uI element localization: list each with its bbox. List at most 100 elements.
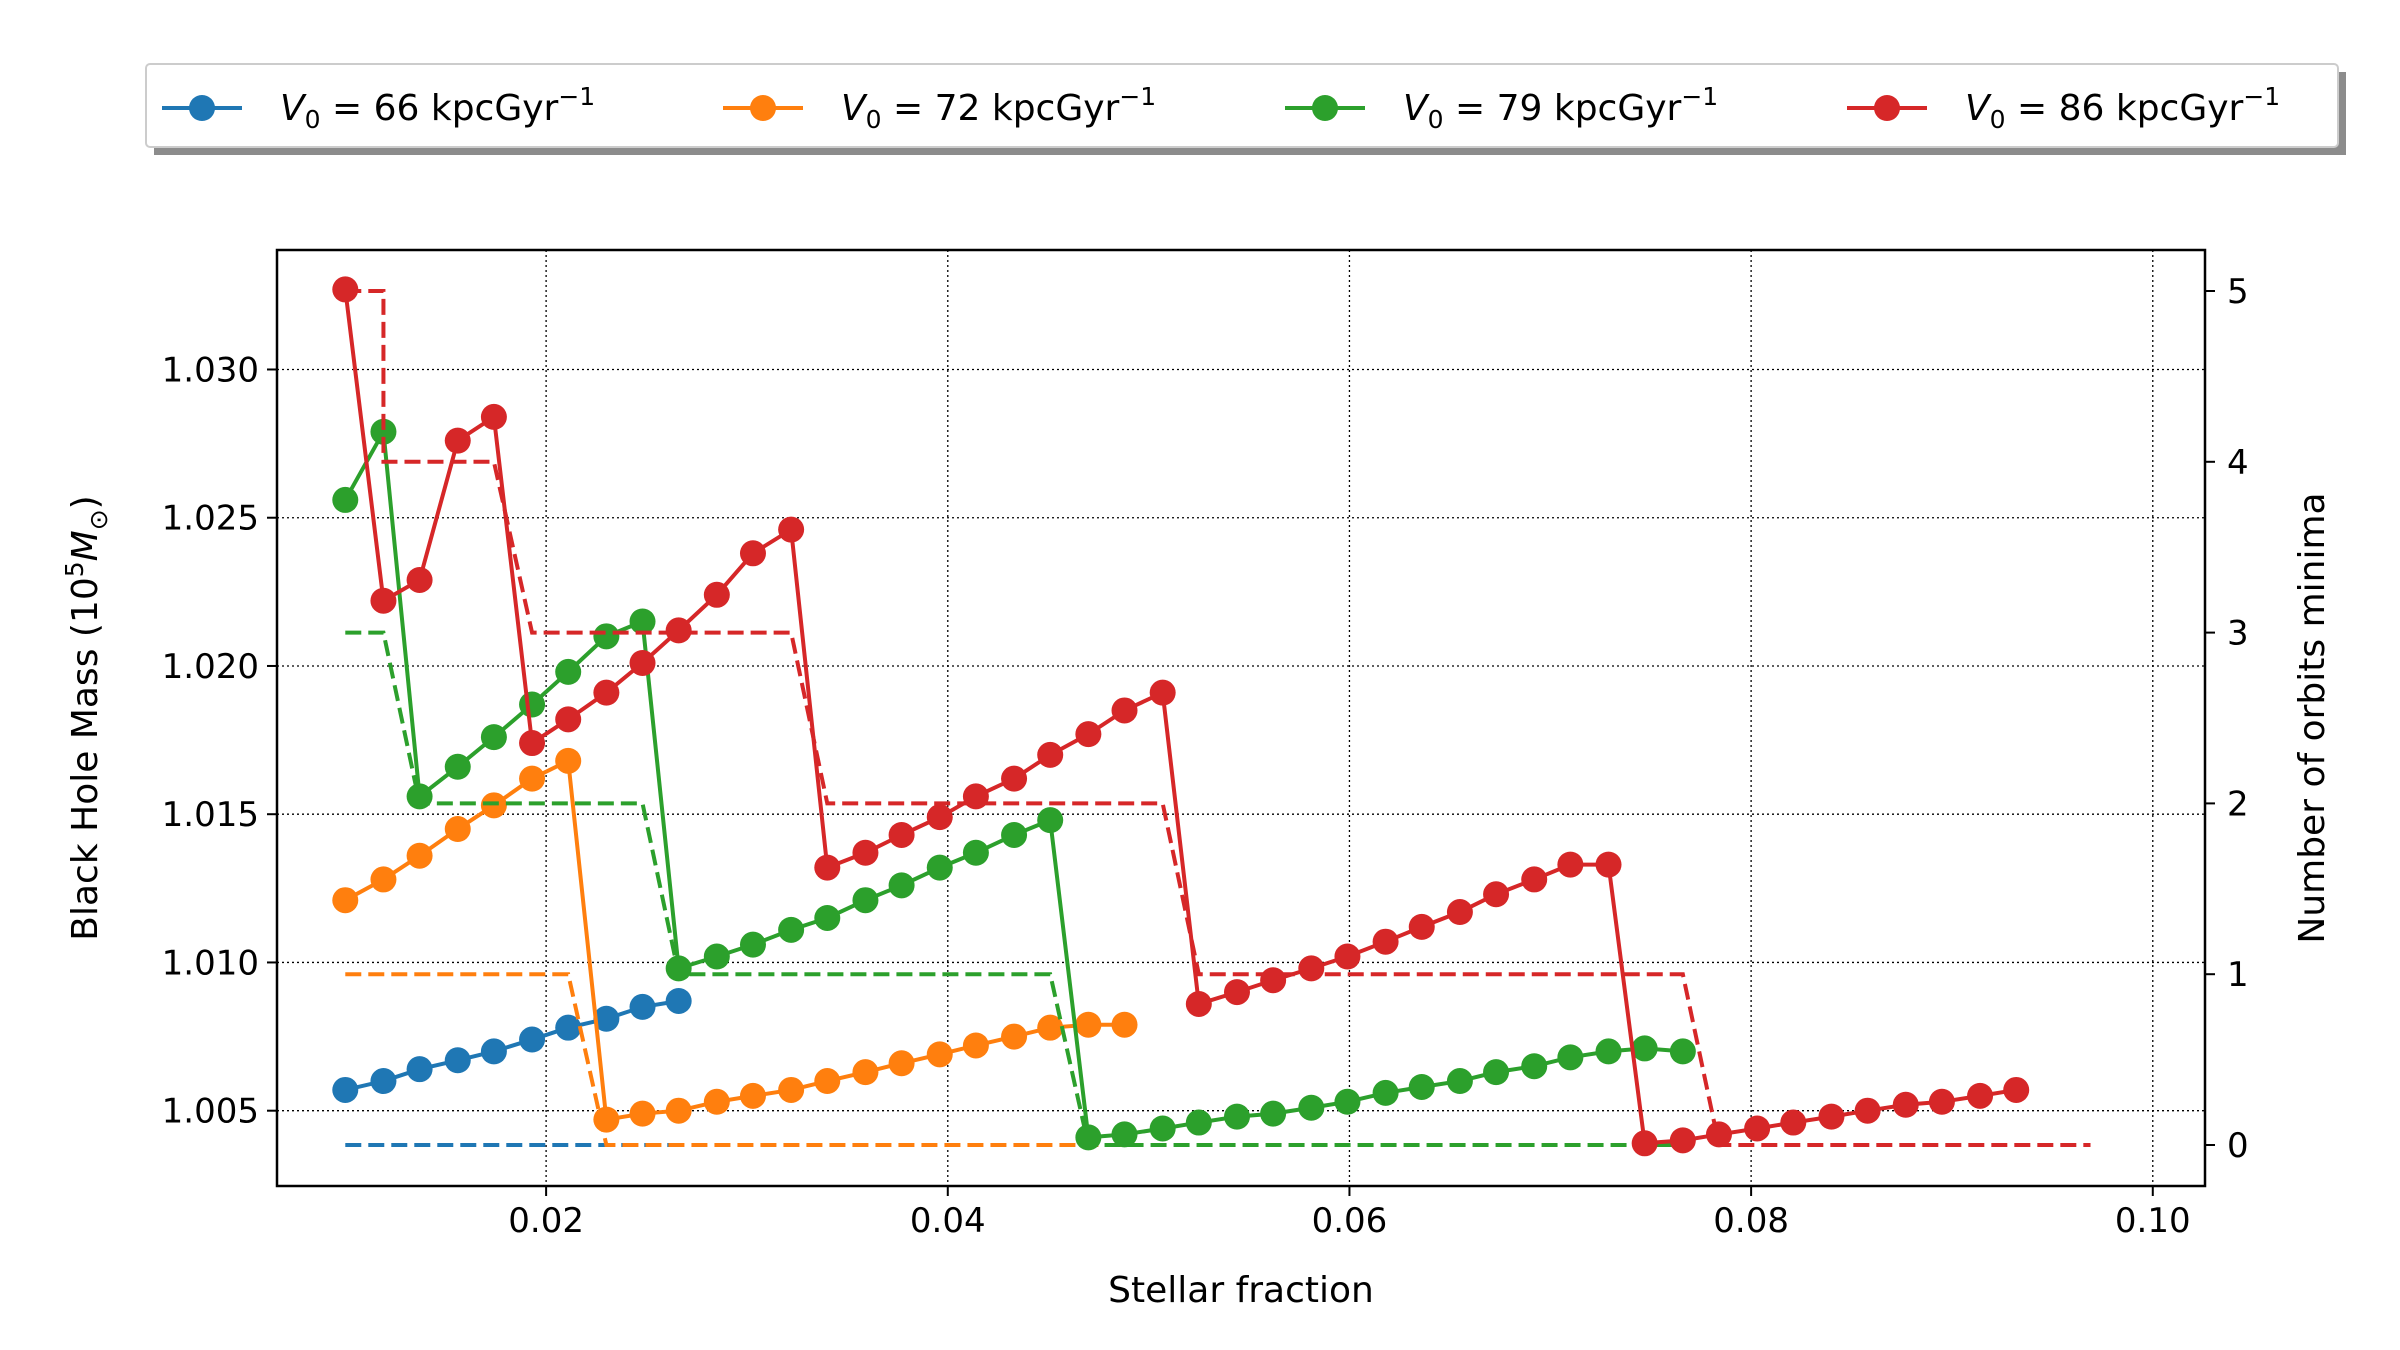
mass-point: [1149, 1115, 1176, 1142]
mass-point: [332, 276, 359, 303]
mass-point: [739, 931, 766, 958]
mass-point: [370, 587, 397, 614]
mass-point: [1001, 821, 1028, 848]
mass-point: [665, 955, 692, 982]
mass-point: [665, 987, 692, 1014]
legend-label: V0 = 66 kpcGyr−1: [280, 82, 595, 134]
mass-point: [1408, 1073, 1435, 1100]
mass-point: [1037, 1014, 1064, 1041]
mass-point: [555, 658, 582, 685]
mass-point: [665, 1097, 692, 1124]
mass-point: [593, 679, 620, 706]
y2-tick-label: 0: [2227, 1126, 2249, 1166]
mass-point: [665, 617, 692, 644]
mass-point: [555, 1014, 582, 1041]
mass-point: [888, 872, 915, 899]
mass-point: [1744, 1115, 1771, 1142]
mass-point: [1298, 1094, 1325, 1121]
mass-point: [778, 1076, 805, 1103]
mass-point: [1557, 1044, 1584, 1071]
legend-marker: [750, 95, 776, 121]
y2-tick-label: 5: [2227, 272, 2249, 312]
mass-point: [519, 730, 546, 757]
mass-point: [480, 1038, 507, 1065]
mass-point: [1260, 967, 1287, 994]
mass-line: [344, 999, 679, 1092]
mass-point: [370, 1068, 397, 1095]
mass-point: [629, 650, 656, 677]
x-tick-label: 0.02: [508, 1201, 584, 1241]
mass-point: [593, 623, 620, 650]
mass-point: [814, 1068, 841, 1095]
mass-point: [926, 804, 953, 831]
mass-point: [332, 486, 359, 513]
mass-point: [926, 1041, 953, 1068]
mass-point: [888, 1050, 915, 1077]
mass-point: [926, 854, 953, 881]
mass-point: [778, 916, 805, 943]
mass-point: [555, 747, 582, 774]
x-axis-label: Stellar fraction: [1108, 1270, 1374, 1311]
mass-point: [593, 1106, 620, 1133]
mass-point: [1001, 765, 1028, 792]
series-3: [332, 0, 2091, 1157]
mass-point: [370, 418, 397, 445]
mass-point: [962, 839, 989, 866]
x-tick-label: 0.10: [2115, 1201, 2191, 1241]
y2-tick-label: 3: [2227, 614, 2249, 654]
series-0: [332, 987, 692, 1148]
mass-point: [406, 842, 433, 869]
mass-point: [1631, 1130, 1658, 1157]
mass-point: [332, 887, 359, 914]
mass-point: [1111, 1121, 1138, 1148]
mass-point: [444, 1047, 471, 1074]
mass-point: [1111, 697, 1138, 724]
mass-point: [1223, 1103, 1250, 1130]
mass-point: [1185, 990, 1212, 1017]
mass-point: [1854, 1097, 1881, 1124]
mass-point: [739, 1082, 766, 1109]
mass-point: [406, 566, 433, 593]
mass-point: [814, 854, 841, 881]
mass-point: [1483, 1059, 1510, 1086]
mass-point: [629, 608, 656, 635]
mass-point: [739, 540, 766, 567]
mass-point: [1928, 1088, 1955, 1115]
mass-point: [480, 403, 507, 430]
legend-box: [145, 63, 2339, 148]
mass-point: [1111, 1011, 1138, 1038]
mass-point: [703, 581, 730, 608]
mass-point: [1408, 913, 1435, 940]
y-tick-label: 1.005: [162, 1092, 259, 1132]
x-axis-ticks: 0.02 0.04 0.06 0.08 0.10: [508, 1186, 2191, 1241]
mass-point: [1298, 955, 1325, 982]
legend-label: V0 = 79 kpcGyr−1: [1403, 82, 1718, 134]
mass-point: [703, 1088, 730, 1115]
mass-point: [1334, 943, 1361, 970]
mass-point: [519, 691, 546, 718]
legend-label: V0 = 72 kpcGyr−1: [841, 82, 1156, 134]
mass-point: [1260, 1100, 1287, 1127]
mass-point: [1595, 1038, 1622, 1065]
mass-point: [444, 427, 471, 454]
mass-point: [519, 1026, 546, 1053]
mass-point: [1001, 1023, 1028, 1050]
mass-point: [1705, 1121, 1732, 1148]
mass-point: [1075, 1011, 1102, 1038]
legend-marker: [1312, 95, 1338, 121]
mass-point: [962, 783, 989, 810]
mass-point: [444, 753, 471, 780]
y-tick-label: 1.030: [162, 350, 259, 390]
mass-point: [1521, 1053, 1548, 1080]
mass-point: [519, 765, 546, 792]
y2-tick-label: 4: [2227, 443, 2249, 483]
mass-point: [1557, 851, 1584, 878]
mass-point: [1334, 1088, 1361, 1115]
y2-tick-label: 1: [2227, 955, 2249, 995]
mass-point: [629, 1100, 656, 1127]
legend: V0 = 66 kpcGyr−1 V0 = 72 kpcGyr−1 V0 = 79 …: [145, 63, 2346, 155]
series-2: [332, 418, 1696, 1151]
mass-point: [1818, 1103, 1845, 1130]
y2-tick-label: 2: [2227, 784, 2249, 824]
mass-point: [2041, 0, 2067, 13]
